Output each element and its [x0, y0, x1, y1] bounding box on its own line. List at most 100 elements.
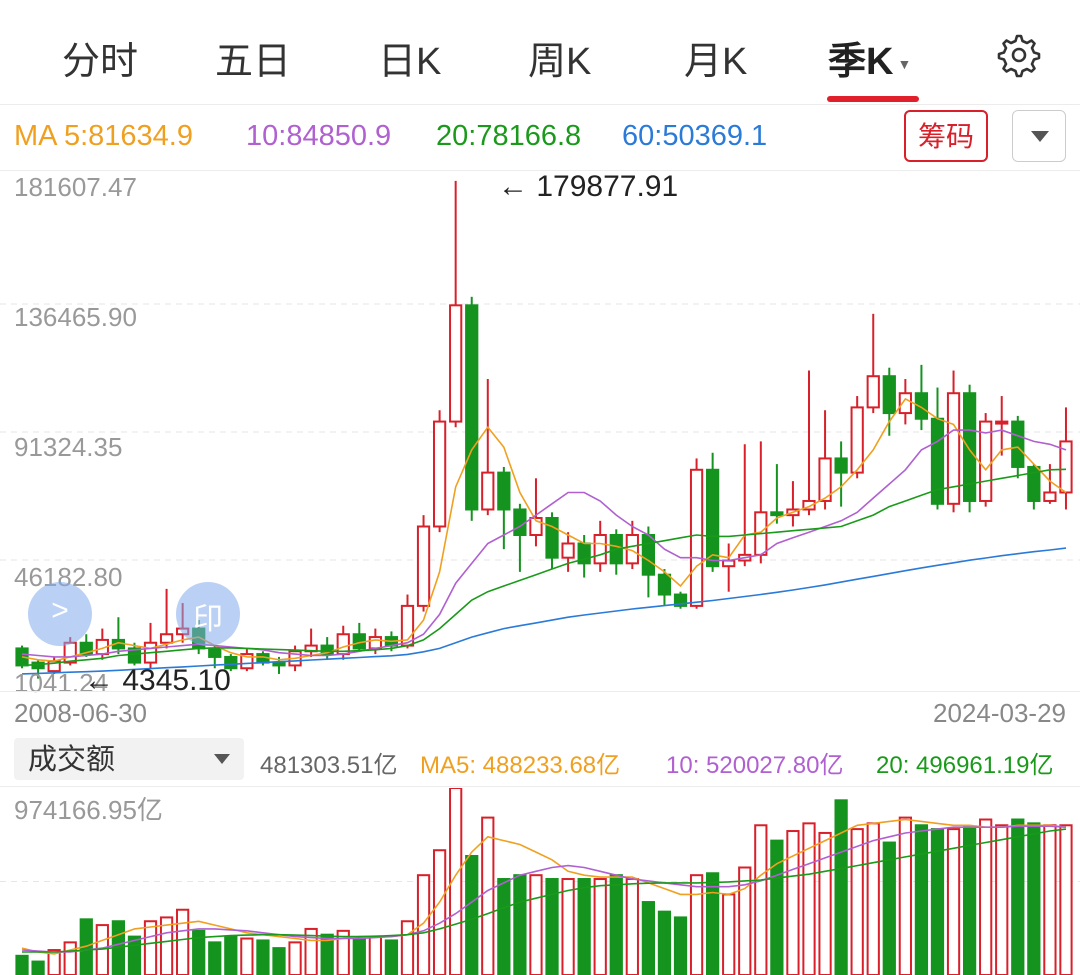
volume-bar: [31, 960, 45, 975]
caret-down-icon: ▼: [897, 55, 912, 72]
volume-bar: [786, 830, 800, 975]
volume-bar: [304, 927, 318, 975]
candle-body: [1027, 465, 1041, 502]
divider: [0, 691, 1080, 692]
candle-body: [63, 641, 77, 664]
candle-body: [850, 406, 864, 474]
volume-bar: [224, 935, 238, 975]
candle-body: [979, 420, 993, 502]
volume-bar: [432, 849, 447, 975]
volume-bar: [689, 874, 704, 975]
volume-bar: [208, 941, 222, 975]
volume-bar: [673, 916, 688, 975]
volume-bar: [995, 824, 1009, 975]
volume-bar: [63, 941, 77, 975]
candle-body: [1011, 420, 1025, 468]
volume-bar: [577, 878, 591, 975]
candle-body: [159, 633, 174, 644]
volume-axis-label: 974166.95亿: [14, 795, 163, 825]
candle-body: [722, 559, 736, 568]
candle-body: [208, 647, 222, 658]
tab-intraday[interactable]: 分时: [62, 41, 139, 83]
volume-bar: [1027, 822, 1041, 975]
volume-indicator-label: 成交额: [28, 744, 116, 776]
volume-bar: [818, 831, 832, 975]
period-tabs: 分时 五日 日K 周K 月K 季K ▼: [0, 0, 1080, 105]
candle-body: [513, 508, 527, 536]
volume-ma5: MA5: 488233.68亿: [420, 752, 621, 779]
tab-daily-k[interactable]: 日K: [378, 41, 442, 83]
high-annotation: ← 179877.91: [498, 170, 679, 203]
volume-bar: [529, 874, 543, 975]
candle-body: [497, 471, 511, 511]
volume-bar: [352, 937, 366, 975]
chip-distribution-button[interactable]: 筹码: [904, 110, 988, 162]
volume-bar: [127, 935, 142, 975]
volume-bar: [513, 874, 527, 975]
candle-body: [898, 392, 912, 415]
candle-body: [416, 525, 431, 607]
ma20-value: 20:78166.8: [436, 120, 582, 152]
candle-body: [834, 457, 848, 474]
volume-ma20-line: [22, 828, 1067, 953]
volume-bar: [497, 878, 511, 975]
candle-body: [127, 647, 142, 664]
ma5-value: MA 5:81634.9: [14, 120, 193, 152]
volume-bar: [882, 841, 896, 975]
volume-bar: [561, 878, 575, 975]
volume-bar: [609, 874, 623, 975]
tab-five-day[interactable]: 五日: [215, 41, 292, 83]
candle-body: [465, 304, 479, 511]
volume-ma5-line: [21, 818, 1067, 955]
volume-bar: [384, 939, 399, 975]
tab-quarterly-k[interactable]: 季K ▼: [828, 30, 911, 85]
prev-page-button[interactable]: >: [28, 582, 92, 646]
candle-body: [866, 375, 880, 409]
candle-body: [272, 661, 286, 667]
date-end: 2024-03-29: [933, 698, 1066, 728]
volume-bar: [272, 947, 286, 975]
volume-bar: [15, 954, 29, 975]
volume-indicator-select[interactable]: 成交额: [14, 738, 244, 780]
indicator-dropdown-button[interactable]: [1012, 110, 1066, 162]
volume-bar: [738, 866, 752, 975]
divider: [0, 786, 1080, 787]
ma60-value: 60:50369.1: [622, 120, 768, 152]
ma10-line: [21, 429, 1067, 658]
volume-bar: [449, 788, 463, 975]
volume-bar: [706, 872, 720, 975]
candle-body: [770, 511, 784, 517]
volume-ma20: 20: 496961.19亿: [876, 752, 1054, 779]
candle-body: [529, 516, 543, 536]
candle-body: [224, 655, 238, 670]
volume-bar: [256, 939, 270, 975]
high-annotation-value: 179877.91: [536, 170, 679, 203]
volume-bar: [1059, 824, 1073, 975]
volume-chart[interactable]: [0, 788, 1080, 975]
print-button[interactable]: 印: [176, 582, 240, 646]
candle-body: [706, 468, 720, 568]
candle-body: [946, 392, 961, 505]
ma60-line: [21, 547, 1067, 675]
tab-monthly-k[interactable]: 月K: [684, 41, 748, 83]
chevron-right-icon: >: [51, 594, 69, 627]
volume-bar: [946, 828, 961, 975]
candle-body: [1043, 491, 1057, 502]
candle-body: [802, 499, 816, 511]
tab-weekly-k[interactable]: 周K: [528, 41, 592, 83]
price-axis-label: 136465.90: [14, 302, 137, 332]
candle-body: [368, 636, 382, 650]
candle-body: [432, 420, 447, 528]
volume-bar: [962, 826, 977, 975]
candlestick-chart[interactable]: [0, 172, 1080, 692]
candle-body: [481, 471, 495, 511]
volume-ma10-line: [21, 825, 1067, 953]
candle-body: [914, 392, 929, 420]
volume-bar: [834, 799, 848, 975]
candle-body: [593, 533, 607, 565]
volume-bar: [368, 935, 382, 975]
candle-body: [657, 573, 672, 596]
gear-icon[interactable]: [992, 30, 1042, 80]
candle-body: [320, 644, 334, 656]
volume-bar: [722, 893, 736, 975]
